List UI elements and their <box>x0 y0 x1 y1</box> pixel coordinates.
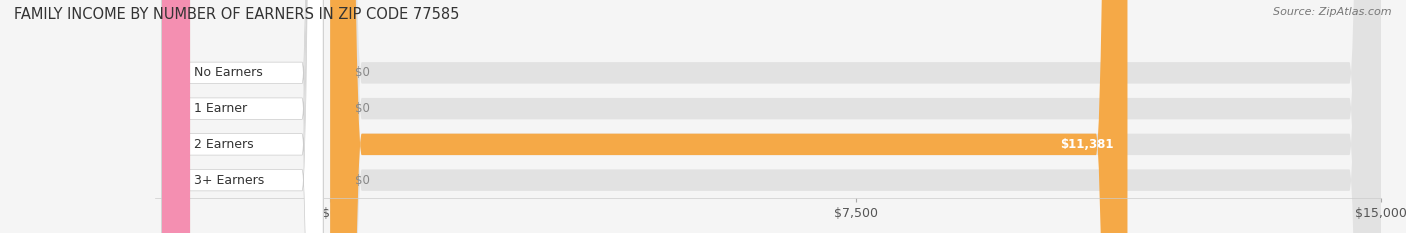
FancyBboxPatch shape <box>162 0 190 233</box>
Text: $0: $0 <box>354 66 370 79</box>
FancyBboxPatch shape <box>162 0 190 233</box>
FancyBboxPatch shape <box>162 0 323 233</box>
FancyBboxPatch shape <box>162 0 323 233</box>
Text: No Earners: No Earners <box>194 66 263 79</box>
FancyBboxPatch shape <box>330 0 1381 233</box>
FancyBboxPatch shape <box>162 0 190 233</box>
FancyBboxPatch shape <box>330 0 1381 233</box>
FancyBboxPatch shape <box>330 0 1128 233</box>
Text: 2 Earners: 2 Earners <box>194 138 253 151</box>
Text: $11,381: $11,381 <box>1060 138 1114 151</box>
FancyBboxPatch shape <box>162 0 190 233</box>
Text: $0: $0 <box>354 174 370 187</box>
Text: Source: ZipAtlas.com: Source: ZipAtlas.com <box>1274 7 1392 17</box>
Text: 3+ Earners: 3+ Earners <box>194 174 264 187</box>
Text: FAMILY INCOME BY NUMBER OF EARNERS IN ZIP CODE 77585: FAMILY INCOME BY NUMBER OF EARNERS IN ZI… <box>14 7 460 22</box>
FancyBboxPatch shape <box>330 0 1381 233</box>
Text: 1 Earner: 1 Earner <box>194 102 246 115</box>
Text: $0: $0 <box>354 102 370 115</box>
FancyBboxPatch shape <box>330 0 1381 233</box>
FancyBboxPatch shape <box>162 0 323 233</box>
FancyBboxPatch shape <box>162 0 323 233</box>
